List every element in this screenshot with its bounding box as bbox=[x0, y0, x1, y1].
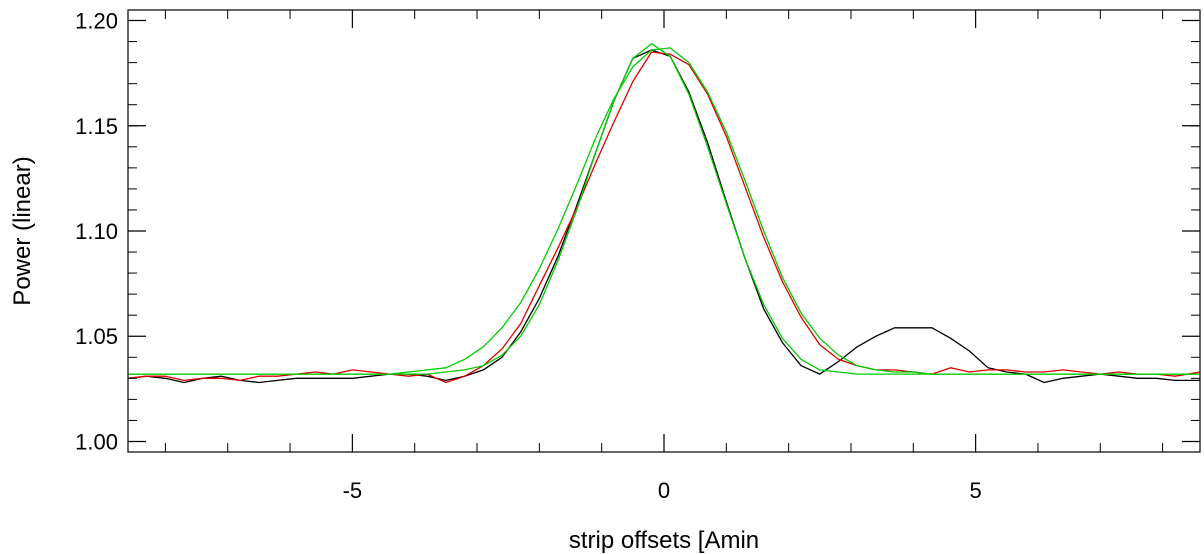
y-tick-label: 1.00 bbox=[75, 429, 118, 454]
y-tick-label: 1.05 bbox=[75, 324, 118, 349]
x-tick-label: 0 bbox=[658, 478, 670, 503]
series-layer bbox=[127, 43, 1201, 384]
y-tick-label: 1.20 bbox=[75, 9, 118, 34]
y-tick-label: 1.10 bbox=[75, 219, 118, 244]
y-axis-label: Power (linear) bbox=[9, 156, 36, 305]
x-axis-label: strip offsets [Amin bbox=[569, 527, 759, 554]
plot-frame bbox=[127, 9, 1201, 453]
series-line-1 bbox=[127, 49, 1200, 384]
y-tick-label: 1.15 bbox=[75, 114, 118, 139]
x-tick-label: -5 bbox=[343, 478, 363, 503]
ticks-layer: 1.00 1.05 1.10 1.15 1.20 -5 0 5 bbox=[75, 9, 1200, 503]
series-line-3 bbox=[128, 43, 1200, 375]
series-line-2 bbox=[127, 51, 1201, 384]
series-line-4 bbox=[128, 47, 1200, 375]
x-tick-label: 5 bbox=[970, 478, 982, 503]
